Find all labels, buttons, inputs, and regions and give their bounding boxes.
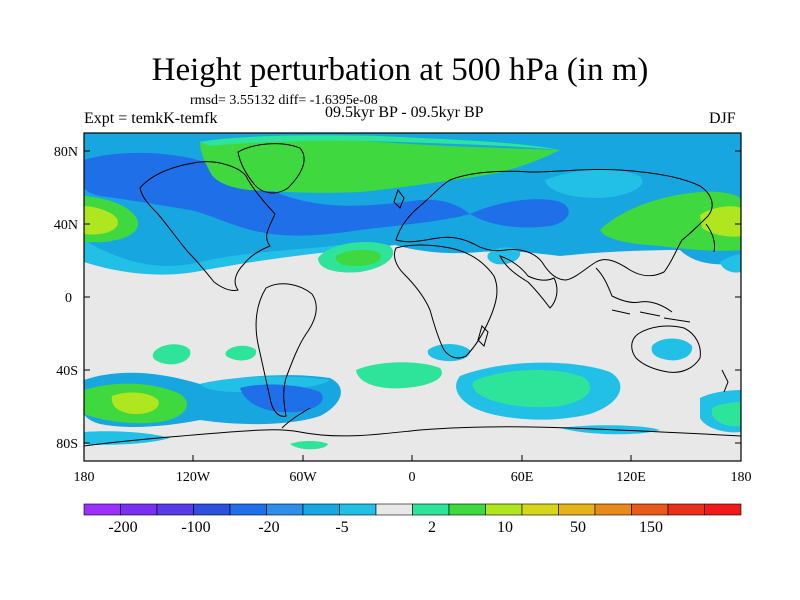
coast-se-asia <box>595 267 673 313</box>
map-panel <box>84 133 741 461</box>
contour-sw-pacific-green <box>712 402 741 427</box>
colorbar-swatch <box>375 503 413 516</box>
colorbar-swatch <box>266 503 304 516</box>
colorbar-label: 50 <box>570 519 586 536</box>
contour-south-pacific-yellowgreen <box>111 392 159 414</box>
colorbar-labels: -200 -100 -20 -5 2 10 50 150 <box>108 519 663 536</box>
contour-antarctic-lightblue <box>84 431 170 445</box>
colorbar-swatch <box>521 503 559 516</box>
contour-south-pacific-east-green <box>152 344 191 365</box>
colorbar-label: -100 <box>181 519 210 536</box>
lon-label: 120W <box>176 470 211 485</box>
contour-asia-blue <box>470 199 569 228</box>
coast-indonesia <box>611 309 691 323</box>
coast-europe-asia <box>395 168 713 281</box>
contour-eastpacific-lightblue <box>720 254 741 273</box>
contour-india-lightblue <box>487 247 521 265</box>
contour-s-america-green <box>225 345 257 361</box>
colorbar-swatch <box>120 503 158 516</box>
coast-antarctica <box>84 426 741 447</box>
lat-label: 80S <box>56 437 78 452</box>
colorbar-swatch <box>704 503 742 516</box>
colorbar-swatch <box>558 503 596 516</box>
coast-antarctic-peninsula <box>281 407 311 429</box>
colorbar-swatch <box>594 503 632 516</box>
coast-north-america <box>139 161 276 291</box>
colorbar-label: 150 <box>639 519 663 536</box>
contour-ne-pacific-yellowgreen <box>84 206 118 235</box>
contour-south-lightblue-fringe <box>200 376 330 392</box>
colorbar-swatch <box>667 503 705 516</box>
contour-australia-lightblue <box>651 338 693 361</box>
period-label: 09.5kyr BP - 09.5kyr BP <box>325 104 484 121</box>
coast-japan <box>705 223 715 253</box>
colorbar-label: -5 <box>335 519 348 536</box>
lat-label: 0 <box>65 291 72 306</box>
experiment-label: Expt = temkK-temfk <box>84 110 218 127</box>
lon-tick-labels: 180 120W 60W 0 60E 120E 180 <box>74 470 752 485</box>
plot-title: Height perturbation at 500 hPa (in m) <box>151 52 649 88</box>
colorbar-swatch <box>448 503 486 516</box>
colorbar-swatch <box>156 503 194 516</box>
colorbar-swatch <box>339 503 377 516</box>
coast-australia <box>631 325 701 373</box>
contour-nw-pacific-yellowgreen <box>700 206 741 237</box>
coast-africa <box>393 244 498 359</box>
contour-arctic-green-band <box>200 139 560 193</box>
colorbar-swatch <box>485 503 523 516</box>
coast-greenland <box>237 143 305 194</box>
coast-madagascar <box>477 325 489 347</box>
lat-label: 80N <box>54 145 78 160</box>
colorbar-swatch <box>302 503 340 516</box>
colorbar-label: 10 <box>497 519 513 536</box>
coastlines <box>84 143 741 447</box>
lon-tick-marks <box>83 455 742 461</box>
lon-label: 180 <box>74 470 95 485</box>
contour-siberia-lightblue <box>545 169 643 198</box>
colorbar-swatch <box>631 503 669 516</box>
colorbar <box>83 503 742 516</box>
colorbar-label: -200 <box>108 519 137 536</box>
season-label: DJF <box>709 110 736 127</box>
colorbar-swatch <box>193 503 231 516</box>
colorbar-swatch <box>412 503 450 516</box>
lat-tick-labels: 80N 40N 0 40S 80S <box>54 145 78 452</box>
colorbar-swatch <box>229 503 267 516</box>
stats-line: rmsd= 3.55132 diff= -1.6395e-08 <box>190 93 378 108</box>
colorbar-swatch <box>83 503 121 516</box>
lon-label: 120E <box>616 470 646 485</box>
contour-atlantic-green-core <box>335 249 381 266</box>
contour-antarctic-green <box>290 441 328 450</box>
lon-label: 180 <box>731 470 752 485</box>
lon-label: 60W <box>289 470 317 485</box>
lon-label: 60E <box>511 470 534 485</box>
contour-nw-pacific-green <box>600 191 741 251</box>
coast-new-zealand <box>721 369 729 393</box>
coast-uk <box>393 188 405 209</box>
contour-north-darkblue-core <box>84 152 470 236</box>
contour-arctic-teal-fringe <box>200 135 560 150</box>
lon-label: 0 <box>409 470 416 485</box>
contour-north-lightblue-fringe <box>84 240 340 275</box>
colorbar-label: -20 <box>258 519 279 536</box>
coast-south-america <box>255 283 317 417</box>
contour-south-atlantic-darkblue <box>240 384 323 413</box>
lat-label: 40N <box>54 218 78 233</box>
colorbar-label: 2 <box>428 519 436 536</box>
lat-tick-marks <box>84 150 741 444</box>
contour-south-indian-green <box>472 369 591 408</box>
coast-arabia-india <box>499 255 558 309</box>
lat-label: 40S <box>56 364 78 379</box>
contour-south-africa-lightblue <box>427 344 471 362</box>
contour-south-midlat-green <box>356 362 442 389</box>
